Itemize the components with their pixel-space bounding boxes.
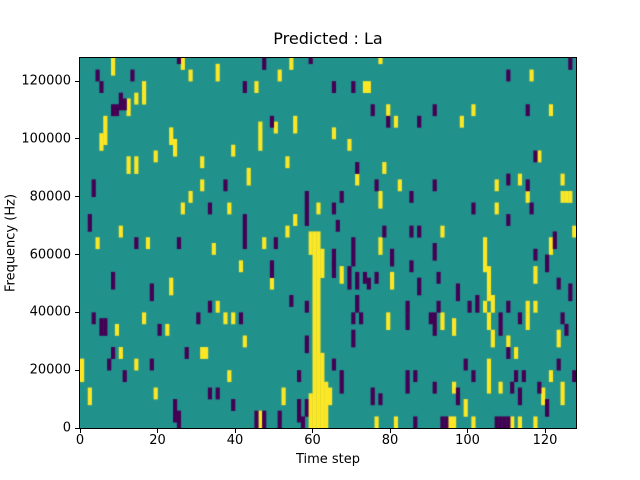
y-tick-label: 60000 [29,247,71,263]
y-tick-mark [75,80,79,82]
x-tick-label: 80 [381,433,399,448]
x-tick-mark [312,429,313,433]
x-tick-mark [467,429,468,433]
y-tick-label: 40000 [29,304,71,320]
x-tick-mark [79,429,81,433]
x-tick-label: 100 [455,433,480,448]
y-tick-label: 0 [62,420,71,436]
y-tick-label: 120000 [21,73,71,89]
y-tick-mark [75,369,79,371]
y-tick-label: 20000 [29,362,71,378]
x-tick-mark [389,429,391,433]
x-tick-label: 20 [149,433,166,448]
heatmap-canvas [80,58,576,428]
y-tick-label: 80000 [29,189,71,205]
y-tick-mark [75,196,79,198]
plot-area [80,58,576,428]
y-tick-mark [75,254,79,256]
x-tick-label: 120 [532,433,558,448]
chart-title: Predicted : La [273,29,383,48]
y-tick-mark [75,311,79,313]
y-tick-mark [75,427,79,429]
x-tick-label: 60 [304,433,321,448]
x-tick-label: 0 [75,433,85,448]
x-tick-mark [544,429,546,433]
y-axis-label: Frequency (Hz) [3,193,19,293]
x-tick-label: 40 [226,433,244,448]
x-tick-mark [234,429,236,433]
x-axis-label: Time step [295,452,361,467]
y-tick-label: 100000 [21,131,71,147]
x-tick-mark [157,429,158,433]
y-tick-mark [75,138,79,140]
